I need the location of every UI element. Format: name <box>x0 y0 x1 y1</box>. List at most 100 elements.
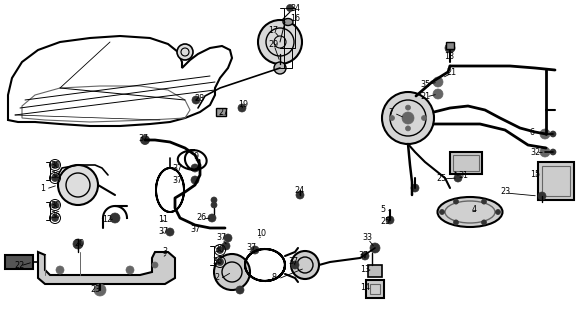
Polygon shape <box>38 252 175 284</box>
Text: 7: 7 <box>388 108 393 116</box>
Circle shape <box>258 20 302 64</box>
Circle shape <box>454 174 462 182</box>
Circle shape <box>370 243 380 253</box>
Circle shape <box>433 89 443 99</box>
Text: 36: 36 <box>212 258 222 267</box>
Circle shape <box>191 164 199 172</box>
Text: 36: 36 <box>50 171 60 180</box>
Text: 30: 30 <box>50 161 60 170</box>
Circle shape <box>540 129 550 139</box>
Bar <box>450 152 482 174</box>
Text: 19: 19 <box>238 100 248 108</box>
Circle shape <box>51 174 58 181</box>
Circle shape <box>550 131 556 137</box>
Text: 3: 3 <box>162 247 167 257</box>
Text: 1: 1 <box>40 183 45 193</box>
Circle shape <box>291 251 319 279</box>
Text: 26: 26 <box>196 213 206 222</box>
Bar <box>542 166 570 196</box>
Circle shape <box>166 228 174 236</box>
Text: 36: 36 <box>50 211 60 220</box>
Text: 23: 23 <box>500 188 510 196</box>
Text: 37: 37 <box>158 228 168 236</box>
Circle shape <box>177 44 193 60</box>
Text: 33: 33 <box>362 234 372 243</box>
Text: 30: 30 <box>50 201 60 210</box>
Text: 37: 37 <box>358 251 368 260</box>
Circle shape <box>389 116 395 121</box>
Circle shape <box>454 220 459 225</box>
Text: 29: 29 <box>268 39 278 49</box>
Circle shape <box>251 246 259 254</box>
Text: 34: 34 <box>290 4 300 12</box>
Circle shape <box>406 126 410 131</box>
Circle shape <box>291 261 299 269</box>
Ellipse shape <box>437 197 503 227</box>
Bar <box>368 265 382 277</box>
Circle shape <box>433 77 443 87</box>
Circle shape <box>361 252 369 260</box>
Circle shape <box>211 202 217 208</box>
Text: 6: 6 <box>530 127 535 137</box>
Circle shape <box>481 199 486 204</box>
Circle shape <box>192 96 200 104</box>
Text: 17: 17 <box>268 26 278 35</box>
Text: 25: 25 <box>380 218 390 227</box>
Circle shape <box>540 147 550 157</box>
Text: 35: 35 <box>420 79 430 89</box>
Text: 37: 37 <box>172 175 182 185</box>
Text: 2: 2 <box>214 274 219 283</box>
Text: 12: 12 <box>102 215 112 225</box>
Text: 21: 21 <box>420 92 430 100</box>
Circle shape <box>141 136 149 144</box>
Circle shape <box>402 112 414 124</box>
Circle shape <box>550 149 556 155</box>
Text: 37: 37 <box>288 258 298 267</box>
Circle shape <box>214 254 250 290</box>
Text: 8: 8 <box>272 274 277 283</box>
Text: 15: 15 <box>530 170 540 179</box>
Circle shape <box>422 116 426 121</box>
Circle shape <box>222 242 230 250</box>
Circle shape <box>126 266 134 274</box>
Bar <box>538 162 574 200</box>
Circle shape <box>238 104 246 112</box>
Text: 28: 28 <box>194 93 204 102</box>
Circle shape <box>496 210 500 214</box>
Circle shape <box>440 210 444 214</box>
Text: 20: 20 <box>74 238 84 247</box>
Circle shape <box>94 284 106 296</box>
Circle shape <box>141 135 149 145</box>
Circle shape <box>454 199 459 204</box>
Bar <box>366 280 384 298</box>
Circle shape <box>538 192 546 200</box>
Text: 22: 22 <box>14 260 24 269</box>
Text: 25: 25 <box>436 173 446 182</box>
Circle shape <box>445 43 455 53</box>
Text: 11: 11 <box>158 215 168 225</box>
Text: 10: 10 <box>256 229 266 238</box>
Circle shape <box>406 105 410 110</box>
Text: 37: 37 <box>172 164 182 172</box>
Text: 5: 5 <box>380 205 385 214</box>
Circle shape <box>191 176 199 184</box>
Text: 37: 37 <box>138 133 148 142</box>
Circle shape <box>211 197 217 203</box>
Text: 13: 13 <box>360 266 370 275</box>
Circle shape <box>216 259 223 266</box>
Bar <box>453 155 479 171</box>
Bar <box>446 42 454 49</box>
Circle shape <box>481 220 486 225</box>
Text: 30: 30 <box>214 245 224 254</box>
Text: 9: 9 <box>194 151 199 161</box>
Text: 21: 21 <box>446 68 456 76</box>
Circle shape <box>110 213 120 223</box>
Text: 32: 32 <box>530 148 540 156</box>
Ellipse shape <box>283 19 293 26</box>
Circle shape <box>152 262 158 268</box>
Bar <box>216 108 226 116</box>
Circle shape <box>208 214 216 222</box>
Bar <box>5 255 33 269</box>
Circle shape <box>73 239 83 249</box>
Text: 14: 14 <box>360 284 370 292</box>
